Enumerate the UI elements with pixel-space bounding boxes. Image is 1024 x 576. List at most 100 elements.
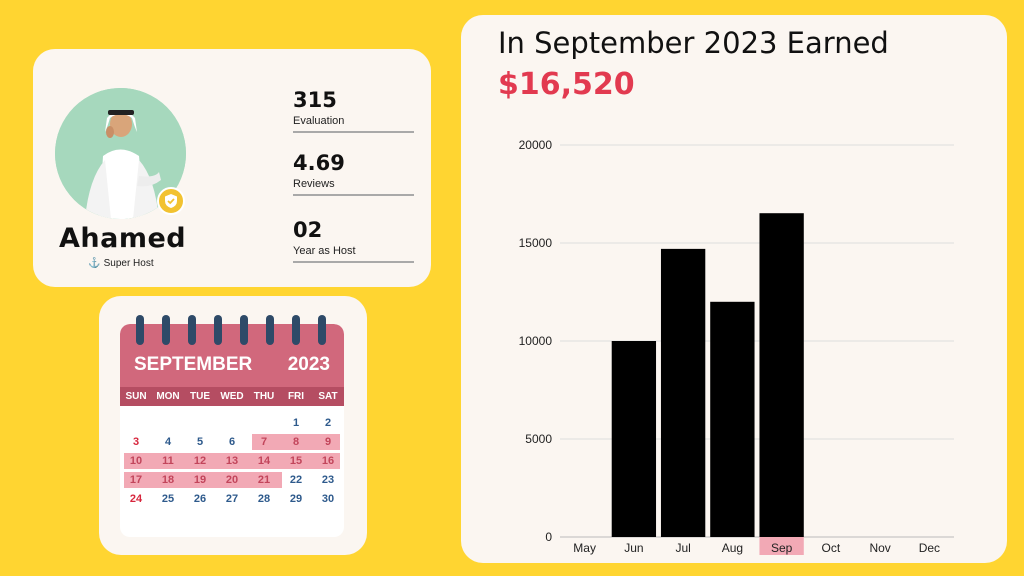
y-tick-label: 20000 (519, 138, 553, 152)
weekday-label: TUE (190, 391, 210, 402)
calendar-day[interactable]: 2 (324, 417, 332, 429)
calendar-day[interactable]: 21 (257, 474, 271, 486)
calendar-year: 2023 (287, 354, 330, 375)
divider (293, 194, 414, 196)
booked-range-highlight (252, 434, 340, 450)
stat-value: 315 (293, 88, 337, 112)
stat-reviews: 4.69 Reviews (293, 151, 415, 196)
earned-amount: $16,520 (498, 67, 635, 102)
x-tick-label: Nov (869, 541, 890, 555)
weekday-label: WED (220, 391, 244, 402)
calendar-day[interactable]: 15 (289, 455, 303, 467)
x-tick-label: Aug (722, 541, 743, 555)
calendar-day[interactable]: 1 (292, 417, 300, 429)
stat-label: Year as Host (293, 245, 356, 257)
stat-value: 02 (293, 218, 323, 242)
calendar-day[interactable]: 29 (289, 493, 303, 505)
x-tick-label: Jul (675, 541, 690, 555)
profile-card: Ahamed ⚓ Super Host 315 Evaluation 4.69 … (33, 49, 431, 287)
binder-ring-icon (318, 315, 326, 345)
calendar-day[interactable]: 11 (162, 455, 174, 467)
bar-sep[interactable] (759, 213, 804, 537)
bar-jul[interactable] (660, 248, 706, 537)
calendar-day[interactable]: 13 (225, 455, 239, 467)
calendar-empty-cell (120, 414, 152, 432)
calendar-week-row: 17 18 19 20 21 22 23 (120, 471, 344, 489)
calendar-day[interactable]: 27 (225, 493, 239, 505)
stat-label: Reviews (293, 178, 335, 190)
booked-range-highlight (124, 472, 282, 488)
calendar-empty-cell (248, 414, 280, 432)
calendar-empty-cell (216, 414, 248, 432)
calendar-day[interactable]: 22 (289, 474, 303, 486)
host-tag-label: Super Host (103, 258, 154, 269)
host-tag: ⚓ Super Host (59, 258, 183, 269)
binder-ring-icon (292, 315, 300, 345)
calendar-day[interactable]: 7 (260, 436, 268, 448)
y-tick-label: 0 (545, 530, 552, 544)
calendar-day[interactable]: 12 (193, 455, 207, 467)
earnings-bar-chart: 0 5000 10000 15000 20000 May Jun Jul Aug Sep Oct No… (519, 138, 954, 555)
calendar-day[interactable]: 6 (228, 436, 236, 448)
calendar-day[interactable]: 5 (196, 436, 204, 448)
calendar-day[interactable]: 25 (161, 493, 175, 505)
calendar-week-row: 3 4 5 6 7 8 9 (120, 433, 344, 451)
calendar-day[interactable]: 30 (321, 493, 335, 505)
calendar-day[interactable]: 16 (321, 455, 335, 467)
x-tick-label: May (573, 541, 596, 555)
calendar-day[interactable]: 20 (225, 474, 239, 486)
divider (293, 261, 414, 263)
bar-jun[interactable] (611, 341, 657, 537)
calendar-empty-cell (184, 414, 216, 432)
verified-badge-icon (157, 187, 185, 215)
binder-ring-icon (214, 315, 222, 345)
calendar-day[interactable]: 23 (321, 474, 335, 486)
stat-evaluation: 315 Evaluation (293, 88, 415, 133)
calendar-day[interactable]: 18 (161, 474, 175, 486)
calendar-month: SEPTEMBER (134, 354, 253, 375)
selected-month-highlight (759, 537, 804, 555)
calendar-day[interactable]: 3 (132, 436, 140, 448)
calendar-day[interactable]: 4 (164, 436, 172, 448)
x-tick-label: Dec (919, 541, 940, 555)
calendar-grid: 1 2 3 4 5 6 7 8 9 10 11 12 13 14 15 16 17 18 19 20 21 22 23 24 2… (120, 414, 344, 509)
host-name: Ahamed (59, 223, 187, 254)
calendar-header: SEPTEMBER 2023 (120, 324, 344, 387)
weekday-label: SUN (125, 391, 147, 402)
avatar[interactable] (55, 88, 186, 219)
anchor-icon: ⚓ (88, 258, 101, 269)
chart-title: In September 2023 Earned (498, 26, 889, 60)
earnings-chart-card: In September 2023 Earned $16,520 0 5000 10… (461, 15, 1007, 563)
calendar-day[interactable]: 28 (257, 493, 271, 505)
calendar-day[interactable]: 19 (193, 474, 207, 486)
calendar-empty-cell (152, 414, 184, 432)
binder-ring-icon (136, 315, 144, 345)
booked-range-highlight (124, 453, 340, 469)
y-tick-label: 10000 (519, 334, 553, 348)
bar-aug[interactable] (710, 301, 755, 537)
weekday-label: SAT (318, 391, 338, 402)
x-tick-label: Oct (822, 541, 841, 555)
calendar-week-row: 10 11 12 13 14 15 16 (120, 452, 344, 470)
calendar-day[interactable]: 17 (129, 474, 143, 486)
binder-ring-icon (240, 315, 248, 345)
x-tick-label: Jun (624, 541, 643, 555)
host-photo (55, 88, 186, 219)
calendar-week-row: 24 25 26 27 28 29 30 (120, 490, 344, 508)
calendar-day[interactable]: 8 (292, 436, 300, 448)
stat-years-as-host: 02 Year as Host (293, 218, 415, 263)
binder-ring-icon (162, 315, 170, 345)
calendar-day[interactable]: 9 (324, 436, 332, 448)
weekday-label: FRI (287, 391, 305, 402)
stat-label: Evaluation (293, 115, 345, 127)
calendar-day[interactable]: 24 (129, 493, 143, 505)
calendar-day[interactable]: 26 (193, 493, 207, 505)
calendar-day[interactable]: 10 (129, 455, 143, 467)
y-tick-label: 15000 (519, 236, 553, 250)
calendar-day[interactable]: 14 (257, 455, 271, 467)
weekday-label: THU (253, 391, 275, 402)
binder-ring-icon (266, 315, 274, 345)
